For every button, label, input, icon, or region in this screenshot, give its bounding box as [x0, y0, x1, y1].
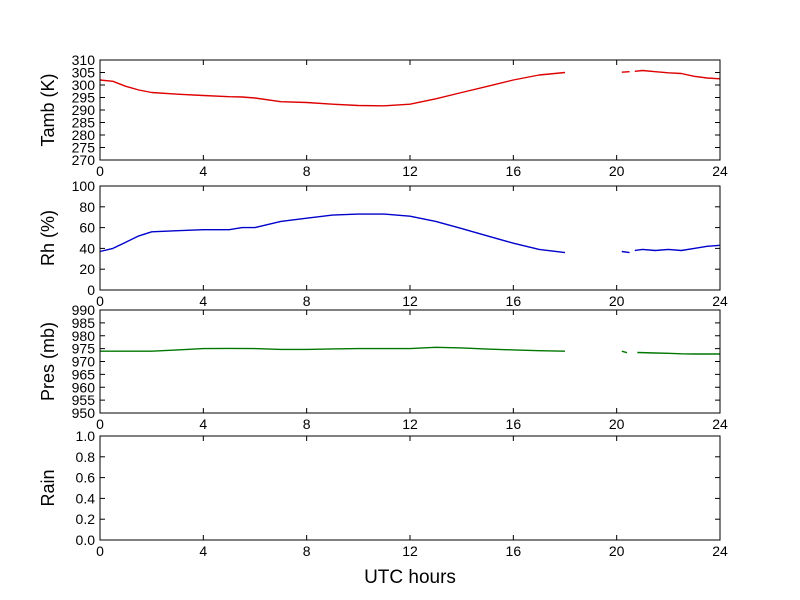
panel-3-y-tick-label: 950 [72, 405, 96, 421]
panel-1-y-tick-label: 300 [72, 77, 96, 93]
panel-3-y-tick-label: 990 [72, 302, 96, 318]
panel-4-y-tick-label: 0.4 [76, 490, 96, 506]
panel-2-x-tick-label: 12 [402, 293, 418, 309]
panel-3-plot-frame [99, 309, 721, 414]
panel-3-x-tick-label: 16 [506, 416, 522, 432]
panel-1-x-tick-label: 24 [712, 163, 728, 179]
panel-4-y-axis-label: Rain [38, 469, 58, 506]
panel-3-x-tick-label: 0 [96, 416, 104, 432]
panel-3-series-line-segment [637, 351, 720, 355]
panel-2-y-axis-label: Rh (%) [38, 210, 58, 266]
panel-4-y-tick-label: 0.8 [76, 449, 96, 465]
panel-4-x-tick-label: 12 [402, 543, 418, 559]
x-axis-label: UTC hours [364, 567, 456, 588]
panel-1-series-line-segment [99, 71, 566, 107]
panel-3-y-tick-label: 980 [72, 328, 96, 344]
panel-2-y-tick-label: 0 [87, 282, 95, 298]
panel-2-x-tick-label: 16 [506, 293, 522, 309]
panel-1-y-tick-label: 290 [72, 102, 96, 118]
panel-1-x-tick-label: 4 [199, 163, 207, 179]
panel-3-y-tick-label: 965 [72, 366, 96, 382]
panel-1-series-line-segment [621, 71, 630, 73]
panel-1-y-tick-label: 305 [72, 65, 96, 81]
panel-1-y-tick-label: 275 [72, 140, 96, 156]
panel-1-x-tick-label: 0 [96, 163, 104, 179]
panel-1-x-tick-label: 8 [303, 163, 311, 179]
panel-2-y-tick-label: 100 [72, 178, 96, 194]
panel-3-y-tick-label: 955 [72, 392, 96, 408]
panel-4-y-tick-label: 1.0 [76, 428, 96, 444]
panel-4-x-tick-label: 20 [609, 543, 625, 559]
panel-2-series-line-segment [634, 244, 721, 252]
panel-4-x-tick-label: 8 [303, 543, 311, 559]
panel-2-y-tick-label: 20 [79, 261, 95, 277]
panel-1-series-line-segment [634, 69, 721, 80]
panel-3-x-tick-label: 8 [303, 416, 311, 432]
panel-3-x-tick-label: 12 [402, 416, 418, 432]
panel-1-y-tick-label: 310 [72, 52, 96, 68]
panel-2-plot-frame [99, 185, 721, 291]
panel-4-y-tick-label: 0.2 [76, 511, 96, 527]
panel-3-y-tick-label: 960 [72, 379, 96, 395]
panel-3-y-axis-label: Pres (mb) [38, 322, 58, 401]
panel-3-y-tick-label: 970 [72, 354, 96, 370]
panel-3-x-tick-label: 4 [199, 416, 207, 432]
panel-4-y-tick-label: 0.0 [76, 532, 96, 548]
panel-3-y-tick-label: 975 [72, 341, 96, 357]
panel-2-x-tick-label: 24 [712, 293, 728, 309]
panel-4-y-tick-label: 0.6 [76, 470, 96, 486]
panel-1-plot-frame [99, 59, 721, 161]
panel-4-x-tick-label: 0 [96, 543, 104, 559]
panel-2-y-tick-label: 40 [79, 240, 95, 256]
panel-1-x-tick-label: 12 [402, 163, 418, 179]
panel-1-x-tick-label: 16 [506, 163, 522, 179]
panel-4-x-tick-label: 24 [712, 543, 728, 559]
panel-2-y-tick-label: 80 [79, 199, 95, 215]
panel-2-y-tick-label: 60 [79, 220, 95, 236]
panel-4-plot-frame [99, 435, 721, 541]
panel-2-x-tick-label: 4 [199, 293, 207, 309]
panel-1-y-axis-label: Tamb (K) [38, 73, 58, 146]
panel-4-x-tick-label: 16 [506, 543, 522, 559]
panel-2-x-tick-label: 20 [609, 293, 625, 309]
panel-1-x-tick-label: 20 [609, 163, 625, 179]
panel-2-series-line-segment [621, 250, 630, 254]
panel-1-y-tick-label: 285 [72, 115, 96, 131]
panel-2-series-line-segment [99, 213, 566, 254]
panel-2-x-tick-label: 0 [96, 293, 104, 309]
panel-2-x-tick-label: 8 [303, 293, 311, 309]
panel-3-x-tick-label: 24 [712, 416, 728, 432]
panel-3-y-tick-label: 985 [72, 315, 96, 331]
panel-3-series-line-segment [621, 350, 628, 354]
panel-3-series-line-segment [100, 346, 566, 352]
panel-1-y-tick-label: 270 [72, 152, 96, 168]
panel-4-x-tick-label: 4 [199, 543, 207, 559]
panel-3-x-tick-label: 20 [609, 416, 625, 432]
panel-1-y-tick-label: 295 [72, 90, 96, 106]
panel-1-y-tick-label: 280 [72, 127, 96, 143]
